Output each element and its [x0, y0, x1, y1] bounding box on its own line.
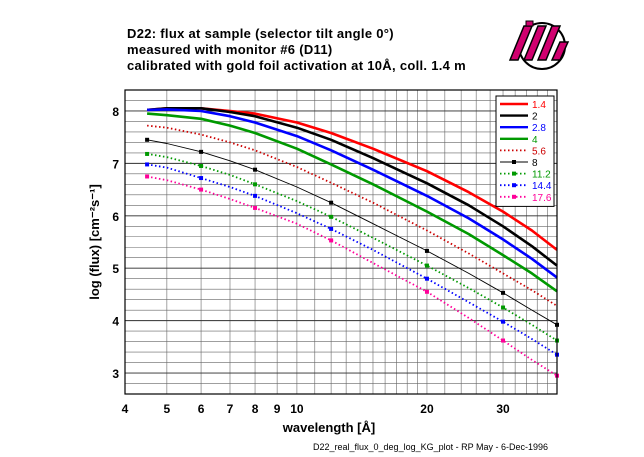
series-line-2 [146, 107, 558, 267]
y-tick-label: 6 [112, 210, 119, 224]
data-point-17-6 [199, 187, 204, 192]
series-line-2-8 [147, 108, 558, 279]
x-tick-label: 9 [274, 402, 281, 416]
series-line-5-6 [147, 124, 558, 307]
series-line-4 [146, 112, 558, 293]
x-axis-label: wavelength [Å] [282, 420, 375, 435]
data-point-8 [199, 149, 204, 154]
y-tick-label: 5 [112, 262, 119, 276]
legend-label: 1.4 [532, 100, 546, 111]
legend-marker [512, 183, 516, 188]
title-line-2: measured with monitor #6 (D11) [127, 42, 333, 57]
data-point-14-4 [329, 226, 334, 231]
data-point-14-4 [424, 276, 429, 281]
data-point-8 [424, 248, 429, 253]
y-tick-label: 8 [112, 105, 119, 119]
data-point-11-2 [199, 164, 204, 168]
x-tick-label: 30 [496, 402, 510, 416]
legend-label: 11.2 [532, 170, 551, 181]
legend-label: 5.6 [532, 146, 546, 157]
x-tick-label: 6 [198, 402, 205, 416]
data-point-11-2 [145, 151, 150, 156]
plot-frame [124, 89, 558, 395]
y-tick-label: 4 [112, 315, 119, 329]
x-tick-label: 5 [164, 402, 171, 416]
data-point-11-2 [329, 214, 334, 219]
data-point-17-6 [253, 205, 258, 210]
ill-logo-icon [508, 20, 570, 70]
y-tick-label: 7 [112, 157, 119, 171]
data-point-8 [329, 200, 334, 205]
data-point-11-2 [501, 305, 506, 310]
legend-marker [512, 194, 516, 199]
data-point-17-6 [329, 238, 334, 243]
legend-label: 8 [532, 158, 538, 169]
data-point-8 [145, 137, 150, 142]
legend-label: 2 [532, 112, 538, 123]
legend-label: 17.6 [532, 193, 552, 204]
title-line-1: D22: flux at sample (selector tilt angle… [127, 26, 394, 41]
data-point-8 [253, 167, 258, 172]
data-point-11-2 [253, 182, 258, 187]
data-point-17-6 [145, 174, 150, 179]
legend-marker [512, 171, 516, 176]
data-point-17-6 [501, 338, 506, 343]
data-point-8 [501, 290, 506, 295]
data-point-17-6 [424, 289, 429, 294]
x-tick-label: 20 [420, 402, 434, 416]
legend-label: 4 [532, 135, 538, 146]
y-axis-label: log (flux) [cm⁻²s⁻¹] [87, 184, 102, 300]
data-point-14-4 [501, 319, 506, 324]
legend-label: 14.4 [532, 181, 552, 192]
legend-label: 2.8 [532, 123, 546, 134]
data-point-11-2 [424, 263, 429, 268]
x-tick-label: 7 [227, 402, 234, 416]
data-point-14-4 [145, 162, 150, 167]
legend-marker [512, 160, 516, 164]
x-tick-label: 4 [122, 402, 129, 416]
footer-credit: D22_real_flux_0_deg_log_KG_plot - RP May… [313, 442, 548, 452]
title-line-3: calibrated with gold foil activation at … [127, 58, 466, 73]
data-point-14-4 [253, 193, 258, 198]
data-point-14-4 [199, 176, 204, 181]
x-tick-label: 8 [252, 402, 259, 416]
plot-area [125, 90, 557, 394]
x-tick-label: 10 [290, 402, 304, 416]
y-tick-label: 3 [112, 367, 119, 381]
